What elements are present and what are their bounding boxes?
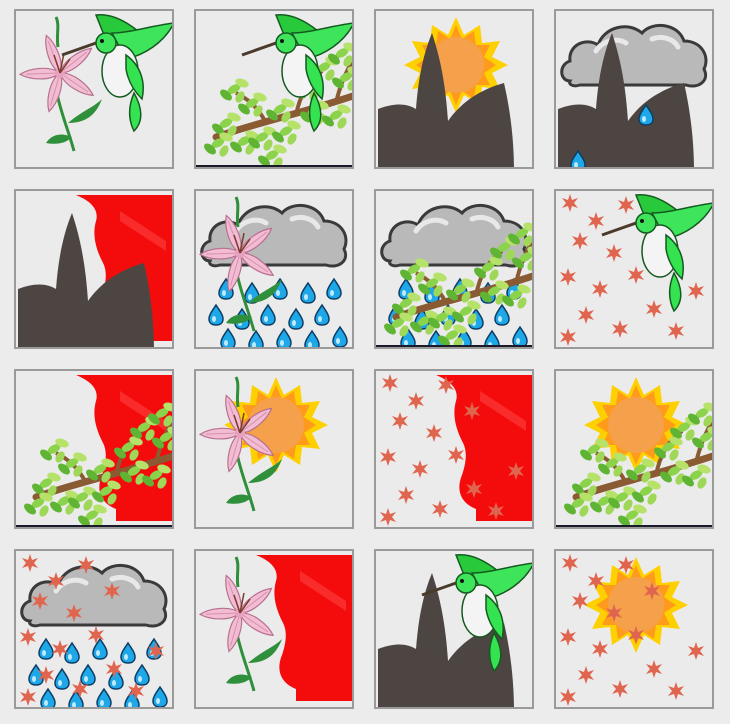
tile-7[interactable]: cloud-rain leafy-branch xyxy=(374,189,534,349)
tile-10[interactable]: sun lily-flower xyxy=(194,369,354,529)
tile-1[interactable]: lily-flower hummingbird xyxy=(14,9,174,169)
leafy-branch-icon xyxy=(202,41,354,169)
tile-12[interactable]: sun leafy-branch xyxy=(554,369,714,529)
tile-6[interactable]: cloud-rain lily-flower xyxy=(194,189,354,349)
tile-8[interactable]: maple-leaves hummingbird xyxy=(554,189,714,349)
tile-2[interactable]: leafy-branch hummingbird xyxy=(194,9,354,169)
lily-flower-icon xyxy=(200,557,282,691)
red-flag-icon xyxy=(256,555,352,701)
tile-15[interactable]: dark-silhouette hummingbird xyxy=(374,549,534,709)
cloud-icon xyxy=(22,565,166,626)
tile-4[interactable]: cloud-rain dark-silhouette xyxy=(554,9,714,169)
tile-5[interactable]: dark-silhouette red-flag xyxy=(14,189,174,349)
tile-3[interactable]: sun dark-silhouette xyxy=(374,9,534,169)
tile-14[interactable]: lily-flower red-flag xyxy=(194,549,354,709)
lily-flower-icon xyxy=(20,17,102,151)
tile-11[interactable]: maple-leaves red-flag xyxy=(374,369,534,529)
cloud-icon xyxy=(382,205,526,266)
hummingbird-icon xyxy=(60,13,172,133)
tile-9[interactable]: red-flag leafy-branch xyxy=(14,369,174,529)
tile-16[interactable]: sun maple-leaves xyxy=(554,549,714,709)
red-flag-icon xyxy=(436,375,532,521)
cloud-icon xyxy=(562,25,706,86)
tile-13[interactable]: cloud-rain maple-leaves xyxy=(14,549,174,709)
